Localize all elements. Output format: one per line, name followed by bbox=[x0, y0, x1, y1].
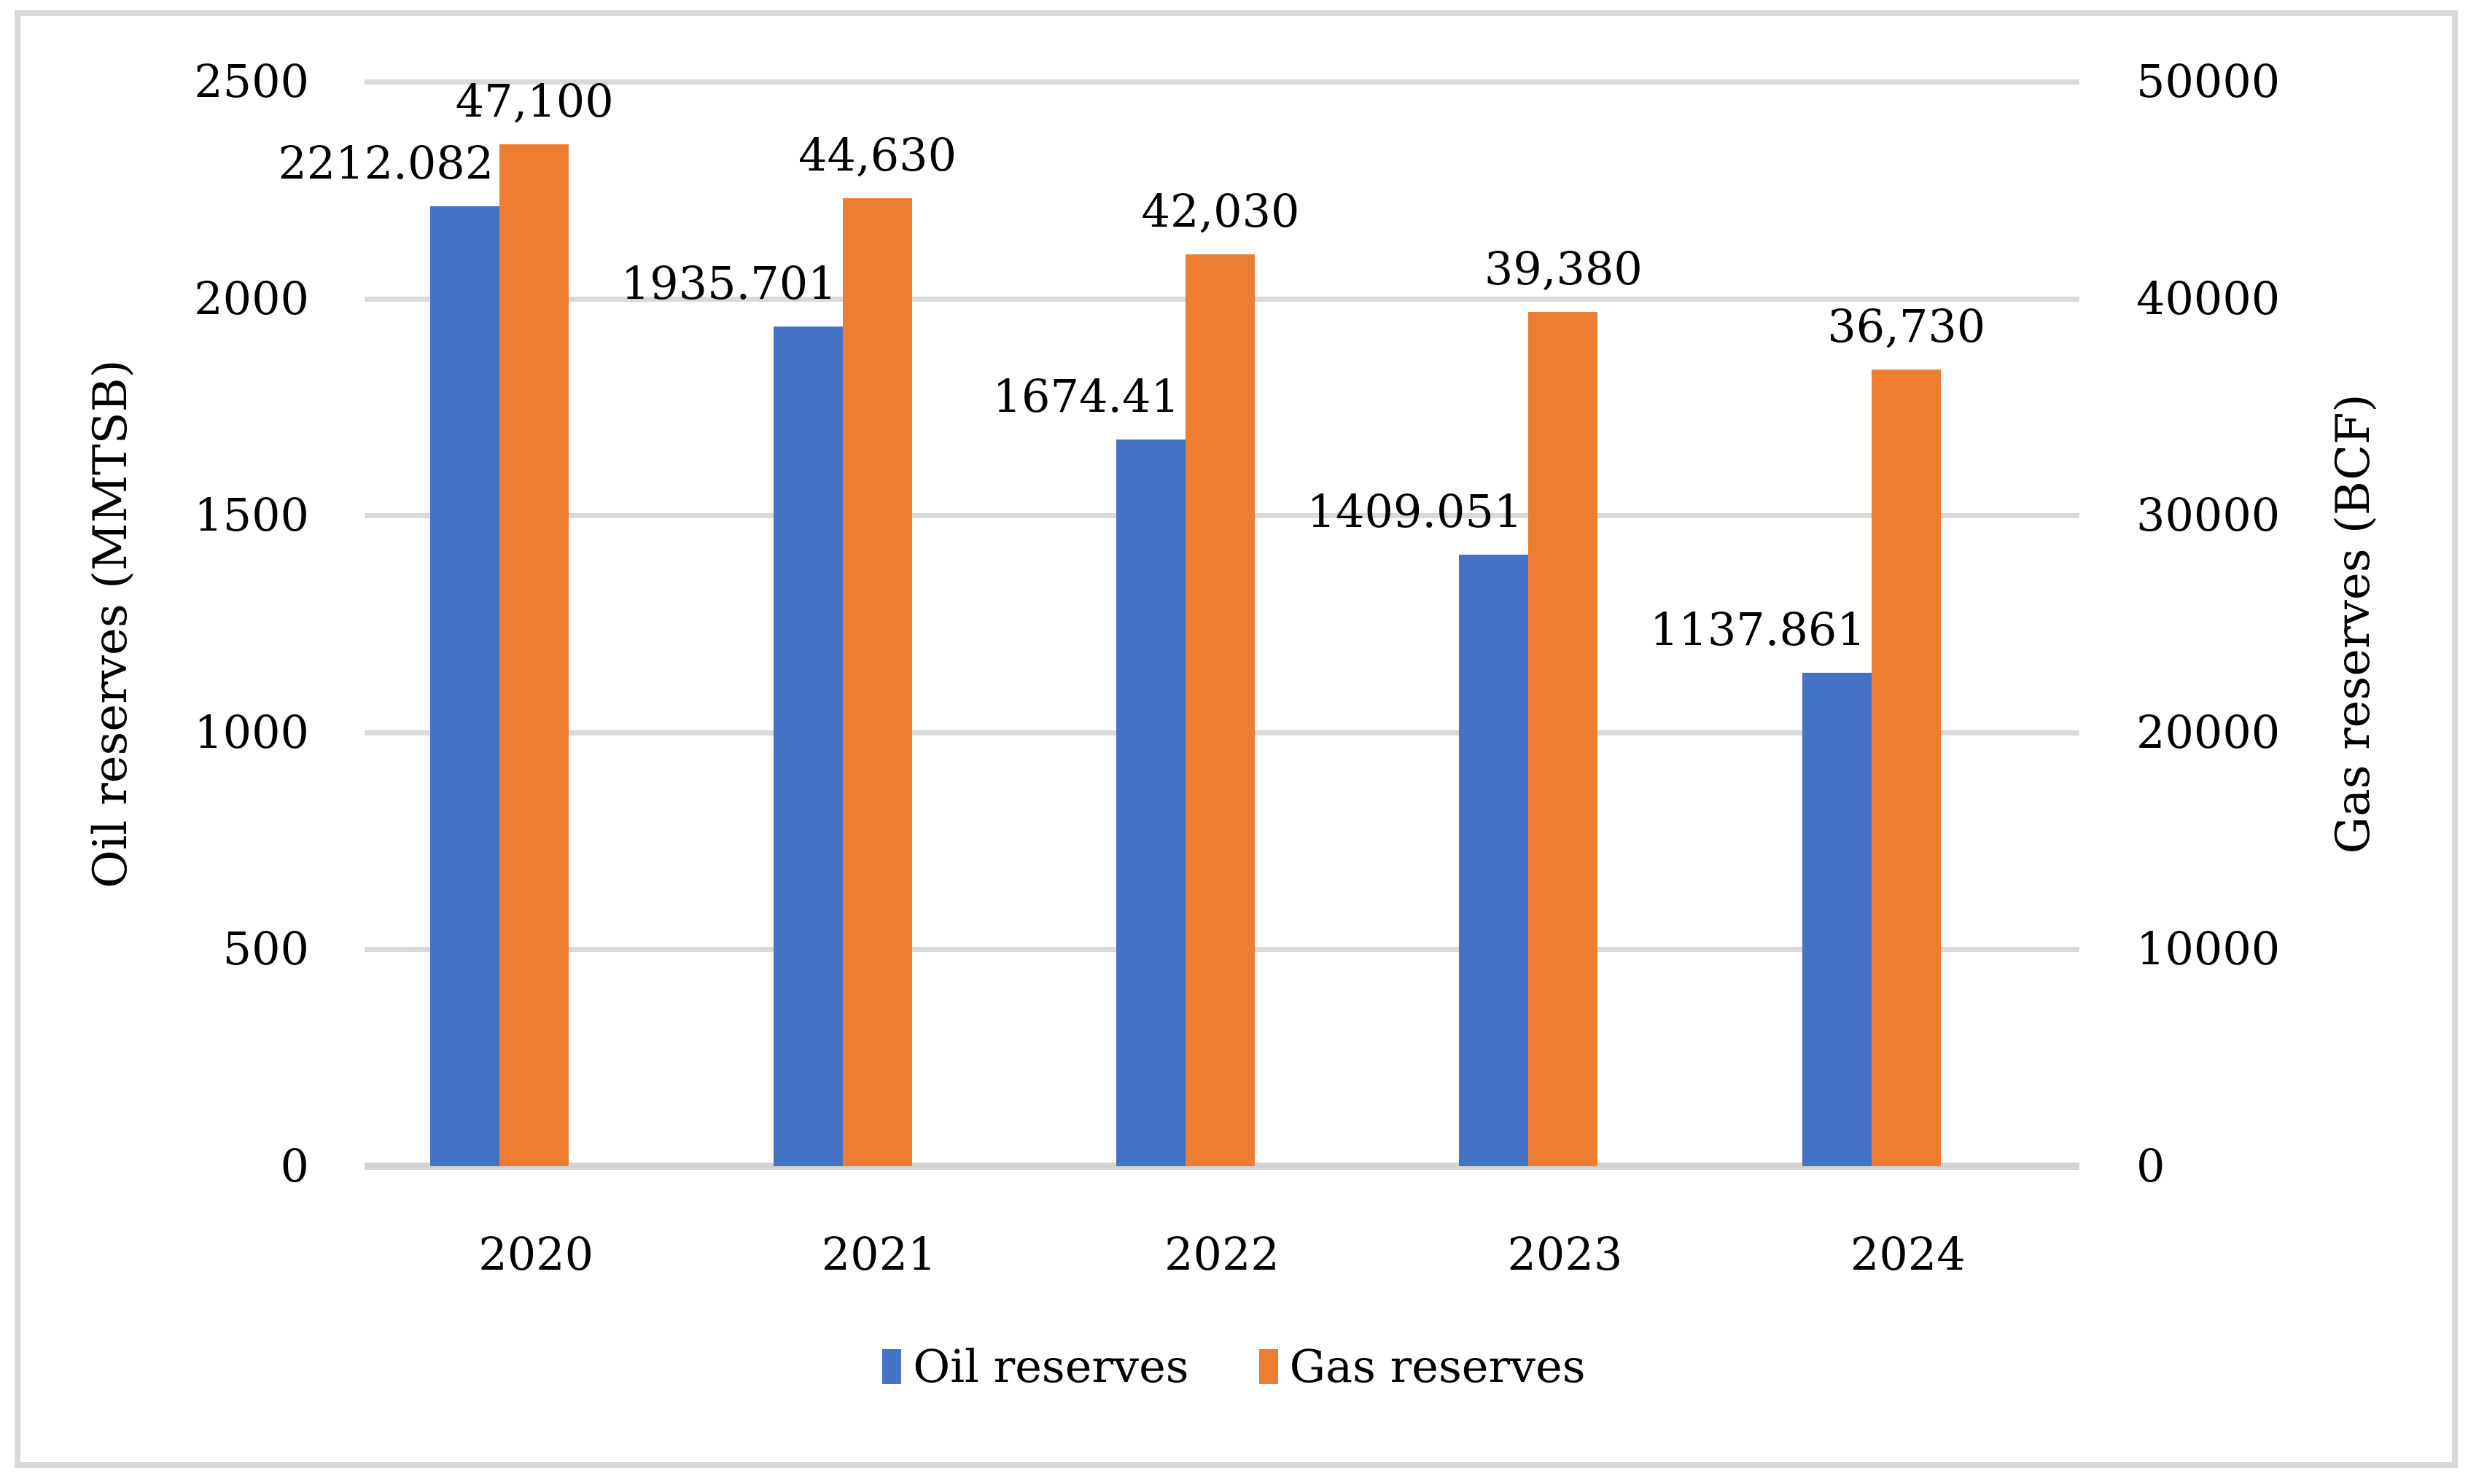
y-axis-tick-label-1500: 1500 bbox=[194, 488, 309, 542]
oil-reserves-bar-2024 bbox=[1802, 672, 1872, 1166]
gas-reserves-data-label-2024: 36,730 bbox=[1827, 299, 1986, 353]
oil-reserves-bar-2022 bbox=[1116, 440, 1186, 1166]
gas-reserves-bar-2020 bbox=[499, 144, 569, 1166]
gas-reserves-data-label-2021: 44,630 bbox=[798, 128, 957, 181]
gas-reserves-bar-2023 bbox=[1528, 312, 1598, 1166]
legend-label: Gas reserves bbox=[1289, 1340, 1586, 1393]
y-axis-tick-label-2500: 2500 bbox=[194, 55, 309, 108]
gas-reserves-data-label-2022: 42,030 bbox=[1141, 184, 1300, 238]
x-axis-label-2020: 2020 bbox=[478, 1227, 594, 1281]
oil-reserves-data-label-2021: 1935.701 bbox=[620, 256, 837, 310]
legend: Oil reserves Gas reserves bbox=[0, 1341, 2468, 1392]
x-axis-label-2023: 2023 bbox=[1507, 1227, 1623, 1281]
secondary-axis-tick-label-40000: 40000 bbox=[2136, 271, 2281, 325]
oil-reserves-bar-2023 bbox=[1459, 555, 1529, 1166]
legend-item-gas-reserves: Gas reserves bbox=[1258, 1340, 1586, 1393]
y-axis-tick-label-500: 500 bbox=[222, 922, 309, 976]
x-axis-line bbox=[365, 1163, 2079, 1170]
left-axis-title: Oil reserves (MMTSB) bbox=[84, 359, 138, 889]
gas-reserves-data-label-2020: 47,100 bbox=[455, 74, 614, 128]
x-axis-label-2022: 2022 bbox=[1164, 1227, 1280, 1281]
gas-reserves-bar-2022 bbox=[1186, 254, 1255, 1166]
oil-reserves-data-label-2022: 1674.41 bbox=[992, 370, 1180, 423]
gas-reserves-data-label-2023: 39,380 bbox=[1484, 242, 1643, 296]
y-axis-tick-label-2000: 2000 bbox=[194, 271, 309, 325]
oil-reserves-bar-2021 bbox=[773, 326, 843, 1166]
legend-swatch-gas-reserves bbox=[1258, 1349, 1278, 1384]
gridline bbox=[365, 79, 2079, 85]
oil-reserves-bar-2020 bbox=[430, 206, 500, 1166]
oil-reserves-data-label-2024: 1137.861 bbox=[1649, 602, 1866, 656]
x-axis-label-2024: 2024 bbox=[1850, 1227, 1966, 1281]
secondary-axis-tick-label-0: 0 bbox=[2136, 1139, 2165, 1192]
secondary-axis-tick-label-10000: 10000 bbox=[2136, 922, 2281, 976]
oil-reserves-data-label-2020: 2212.082 bbox=[278, 136, 494, 190]
secondary-axis-tick-label-50000: 50000 bbox=[2136, 55, 2281, 108]
legend-item-oil-reserves: Oil reserves bbox=[882, 1340, 1189, 1393]
x-axis-label-2021: 2021 bbox=[821, 1227, 937, 1281]
legend-label: Oil reserves bbox=[913, 1340, 1189, 1393]
y-axis-tick-label-1000: 1000 bbox=[194, 705, 309, 759]
legend-swatch-oil-reserves bbox=[882, 1349, 902, 1384]
secondary-axis-tick-label-30000: 30000 bbox=[2136, 488, 2281, 542]
secondary-axis-tick-label-20000: 20000 bbox=[2136, 705, 2281, 759]
oil-reserves-data-label-2023: 1409.051 bbox=[1307, 485, 1523, 539]
y-axis-tick-label-0: 0 bbox=[280, 1139, 309, 1192]
gas-reserves-bar-2021 bbox=[842, 198, 912, 1166]
gas-reserves-bar-2024 bbox=[1871, 369, 1941, 1166]
right-axis-title: Gas reserves (BCF) bbox=[2327, 394, 2381, 854]
